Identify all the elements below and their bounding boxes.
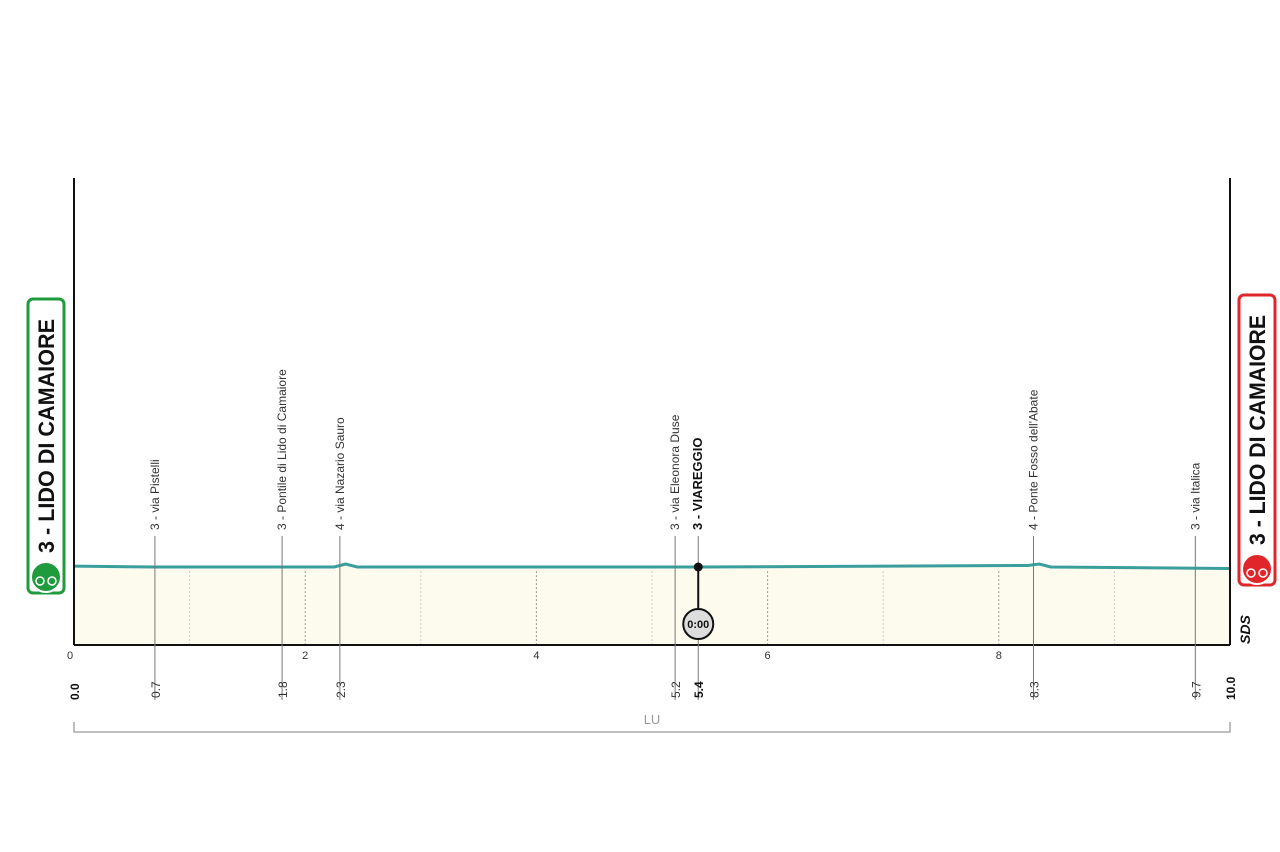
waypoint-label: 3 - via Pistelli — [148, 459, 162, 530]
waypoint-label: 3 - Pontile di Lido di Camaiore — [275, 369, 289, 530]
profile-line — [73, 562, 1231, 570]
finish-km-label: 10.0 — [1224, 676, 1238, 700]
province-bracket — [73, 722, 1231, 733]
province-label: LU — [644, 712, 661, 727]
finish-label: 3 - LIDO DI CAMAIORE — [1245, 315, 1270, 545]
timecheck-label: 0:00 — [687, 619, 709, 631]
x-tick-label: 8 — [996, 650, 1002, 662]
start-icon-wheel — [35, 576, 45, 586]
finish-icon-wheel — [1246, 568, 1256, 578]
stopwatch — [682, 608, 715, 640]
x-tick-label: 0 — [67, 650, 73, 662]
km-label: 1.8 — [276, 681, 290, 698]
waypoint-label: 3 - via Italica — [1188, 462, 1202, 530]
logo: SDS — [1237, 615, 1253, 644]
finish-icon-wheel — [1258, 568, 1268, 578]
start-km-label: 0.0 — [68, 683, 82, 700]
km-label: 2.3 — [334, 681, 348, 698]
start-icon — [30, 561, 62, 593]
km-label: 8.3 — [1027, 681, 1041, 698]
finish-icon — [1241, 553, 1273, 585]
start-label: 3 - LIDO DI CAMAIORE — [34, 319, 59, 553]
x-tick-label: 2 — [302, 650, 308, 662]
waypoint-label: 3 - via Eleonora Duse — [668, 414, 682, 530]
waypoint-label: 4 - Ponte Fosso dell'Abate — [1026, 389, 1040, 530]
km-label: 0.7 — [149, 681, 163, 698]
timecheck-dot — [693, 562, 703, 572]
km-label: 5.4 — [692, 681, 706, 698]
km-label: 5.2 — [669, 681, 683, 698]
km-label: 9.7 — [1189, 681, 1203, 698]
x-tick-label: 6 — [765, 650, 771, 662]
start-icon-wheel — [47, 576, 57, 586]
waypoint-label: 4 - via Nazario Sauro — [333, 417, 347, 530]
x-tick-label: 4 — [533, 650, 539, 662]
waypoint-label: 3 - VIAREGGIO — [690, 438, 705, 530]
